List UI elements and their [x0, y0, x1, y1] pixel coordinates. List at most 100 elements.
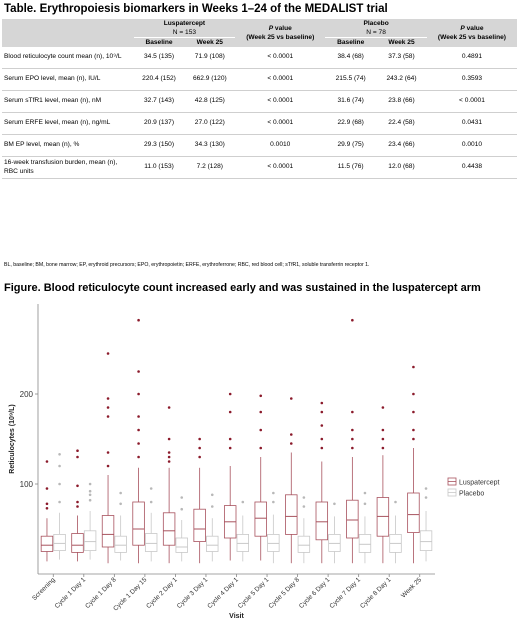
outlier-point: [180, 507, 184, 511]
outlier-point: [210, 493, 214, 497]
outlier-point: [119, 502, 122, 506]
x-tick-label: Cycle 5 Day 1: [237, 576, 271, 610]
table-cell-pw: 23.8 (66): [376, 90, 427, 113]
table-cell-pp: < 0.0001: [426, 90, 517, 113]
col-baseline-placebo: Baseline: [337, 39, 365, 46]
box-luspatercept: [254, 501, 267, 537]
outlier-point: [137, 392, 140, 396]
outlier-point: [394, 500, 397, 504]
outlier-point: [88, 489, 92, 493]
outlier-point: [137, 455, 140, 459]
y-tick-label: 200: [20, 390, 34, 399]
outlier-point: [58, 464, 61, 468]
box-placebo: [53, 533, 66, 551]
table-cell-lw: 34.3 (130): [184, 134, 236, 157]
table-cell-lb: 220.4 (152): [133, 68, 185, 91]
table-title: Table. Erythropoiesis biomarkers in Week…: [4, 3, 388, 15]
outlier-point: [289, 442, 293, 445]
table-cell-pw: 23.4 (66): [376, 134, 427, 157]
outlier-point: [289, 397, 293, 400]
x-tick-label: Cycle 5 Day 8: [267, 576, 301, 610]
outlier-point: [58, 453, 61, 456]
outlier-point: [149, 500, 153, 504]
reticulocyte-boxplot: 100 200 Reticulocytes (10⁹/L) Visit Screenin…: [9, 304, 500, 620]
table-body: Blood reticulocyte count mean (n), 10⁹/L…: [2, 47, 517, 179]
table-row: 16-week transfusion burden, mean (n), RB…: [2, 156, 517, 179]
box-placebo: [114, 535, 127, 553]
outlier-point: [333, 502, 336, 506]
outlier-point: [45, 507, 49, 510]
outlier-point: [106, 415, 110, 418]
outlier-point: [272, 491, 275, 495]
outlier-point: [180, 496, 184, 499]
outlier-point: [302, 496, 306, 499]
x-tick-label: Cycle 7 Day 1: [329, 576, 363, 610]
x-tick-label: Cycle 1 Day 1: [54, 576, 88, 610]
outlier-point: [320, 446, 324, 450]
outlier-point: [412, 410, 415, 414]
box-luspatercept: [132, 501, 145, 546]
table-cell-lb: 32.7 (143): [133, 90, 185, 113]
table-cell-pb: 22.9 (68): [325, 112, 377, 135]
box-luspatercept: [193, 508, 206, 542]
outlier-point: [198, 446, 201, 450]
outlier-point: [119, 491, 122, 495]
table-cell-pw: 37.3 (58): [376, 47, 427, 69]
outlier-point: [167, 437, 171, 441]
outlier-point: [412, 428, 415, 432]
box-placebo: [297, 535, 311, 553]
x-axis-title: Visit: [229, 613, 244, 620]
outlier-point: [167, 451, 171, 454]
outlier-point: [137, 415, 140, 418]
outlier-point: [76, 484, 79, 488]
table-row: Serum ERFE level, mean (n), ng/mL 20.9 (1…: [2, 112, 517, 135]
outlier-point: [228, 437, 232, 441]
outlier-point: [45, 460, 49, 463]
outlier-point: [58, 482, 61, 486]
x-tick-label: Week 25: [400, 576, 423, 599]
box-luspatercept: [407, 492, 420, 533]
outlier-point: [259, 410, 263, 414]
outlier-point: [320, 410, 324, 414]
outlier-point: [351, 446, 354, 450]
outlier-point: [320, 401, 324, 405]
x-tick-label: Screening: [31, 576, 57, 602]
table-row: Serum sTfR1 level, mean (n), nM 32.7 (143…: [2, 90, 517, 113]
box-luspatercept: [315, 501, 329, 541]
header-group-placebo: Placebo N = 78: [325, 19, 427, 38]
pvalue-label: value: [464, 25, 484, 32]
table-row: Serum EPO level, mean (n), IU/L 220.4 (15…: [2, 68, 517, 91]
outlier-point: [45, 487, 49, 490]
pvalue-label: value: [273, 25, 292, 32]
box-luspatercept: [162, 512, 176, 546]
outlier-point: [76, 500, 79, 504]
y-tick-label: 100: [20, 480, 34, 489]
outlier-point: [88, 493, 92, 497]
x-tick-label: Cycle 6 Day 1: [298, 576, 332, 610]
table-cell-lb: 29.3 (150): [133, 134, 185, 157]
pvalue-sub: (Week 25 vs baseline): [437, 34, 506, 41]
outlier-point: [320, 424, 324, 427]
outlier-point: [88, 498, 92, 502]
outlier-point: [210, 505, 214, 508]
outlier-point: [381, 437, 385, 441]
outlier-point: [76, 505, 79, 508]
biomarker-table: Luspatercept N = 153 P value (Week 25 vs…: [2, 19, 517, 179]
y-axis-title: Reticulocytes (10⁹/L): [9, 404, 16, 473]
table-cell-pb: 31.6 (74): [325, 90, 377, 113]
table-header-row-1: Luspatercept N = 153 P value (Week 25 vs…: [2, 19, 517, 41]
group-placebo-label: Placebo: [363, 20, 389, 27]
table-row: Blood reticulocyte count mean (n), 10⁹/L…: [2, 47, 517, 69]
outlier-point: [228, 446, 232, 450]
table-cell-label: Serum sTfR1 level, mean (n), nM: [2, 90, 134, 113]
table-cell-label: Serum EPO level, mean (n), IU/L: [2, 68, 134, 91]
outlier-point: [320, 437, 324, 441]
table-cell-lb: 11.0 (153): [133, 156, 185, 179]
outlier-point: [198, 455, 201, 459]
outlier-point: [137, 428, 140, 432]
outlier-point: [88, 482, 92, 486]
outlier-point: [351, 437, 354, 441]
header-pvalue-luspatercept: P value (Week 25 vs baseline): [235, 19, 325, 47]
table-cell-label: Serum ERFE level, mean (n), ng/mL: [2, 112, 134, 135]
outlier-point: [198, 437, 201, 441]
